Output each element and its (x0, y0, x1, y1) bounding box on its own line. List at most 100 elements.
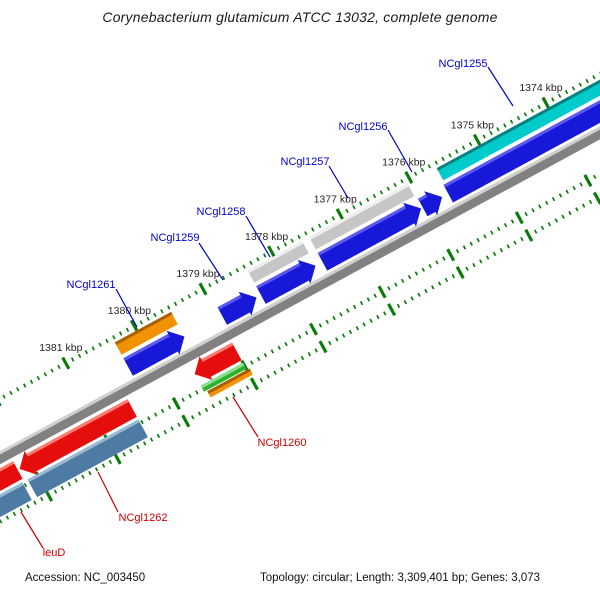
kbp-minor-tick (345, 208, 349, 214)
gene-NCgl1257-band-1 (309, 183, 415, 250)
kbp-minor-tick (284, 341, 288, 347)
kbp-major-tick (171, 397, 181, 410)
kbp-minor-tick (503, 222, 508, 228)
gene-label-NCgl1258: NCgl1258 (197, 206, 246, 218)
kbp-minor-tick (579, 182, 583, 187)
kbp-label-1375: 1375 kbp (451, 119, 494, 131)
kbp-minor-tick (551, 97, 555, 102)
kbp-minor-tick (139, 320, 143, 325)
kbp-minor-tick (496, 127, 500, 132)
kbp-minor-tick (352, 205, 356, 210)
kbp-minor-tick (57, 364, 61, 370)
kbp-minor-tick (417, 292, 421, 297)
kbp-major-tick (335, 208, 345, 222)
kbp-minor-tick (245, 385, 250, 390)
kbp-minor-tick (9, 390, 13, 396)
gene-leader-NCgl1258 (245, 215, 271, 258)
kbp-minor-tick (503, 123, 507, 128)
kbp-minor-tick (427, 164, 432, 169)
kbp-minor-tick (472, 262, 476, 268)
kbp-minor-tick (348, 329, 353, 335)
kbp-label-1379: 1379 kbp (176, 268, 219, 280)
kbp-minor-tick (118, 331, 123, 336)
kbp-minor-tick (187, 294, 191, 299)
kbp-minor-tick (94, 467, 99, 472)
kbp-minor-tick (396, 303, 401, 309)
kbp-minor-tick (420, 167, 425, 173)
genome-summary-text: Topology: circular; Length: 3,309,401 bp… (260, 572, 541, 584)
gene-leader-NCgl1262 (97, 471, 119, 513)
gene-NCgl1260-band-2-edge (207, 368, 251, 394)
gene-leader-NCgl1260 (232, 396, 259, 438)
kbp-minor-tick (5, 515, 10, 520)
kbp-minor-tick (167, 305, 171, 310)
kbp-minor-tick (300, 355, 305, 361)
kbp-minor-tick (403, 300, 408, 305)
kbp-minor-tick (441, 156, 445, 162)
kbp-minor-tick (317, 223, 322, 228)
kbp-minor-tick (469, 241, 473, 246)
kbp-minor-tick (122, 452, 126, 457)
kbp-minor-tick (400, 179, 404, 184)
gene-NCgl1259-band-0-edge (217, 294, 242, 310)
backbone-band-edge (0, 126, 600, 455)
kbp-minor-tick (50, 368, 54, 373)
kbp-minor-tick (413, 171, 418, 176)
kbp-minor-tick (414, 271, 419, 276)
gene-leuD-band-1-edge (0, 482, 24, 498)
kbp-minor-tick (277, 345, 281, 350)
kbp-minor-tick (197, 411, 202, 416)
gene-NCgl1257 (309, 183, 421, 271)
kbp-minor-tick (108, 459, 113, 465)
kbp-minor-tick (0, 519, 3, 524)
kbp-minor-tick (387, 286, 391, 291)
kbp-minor-tick (276, 245, 281, 251)
kbp-minor-tick (88, 470, 92, 476)
kbp-minor-tick (136, 444, 140, 450)
gene-NCgl1258 (247, 241, 316, 304)
kbp-minor-tick (170, 426, 174, 431)
kbp-minor-tick (462, 245, 467, 250)
kbp-minor-tick (483, 234, 487, 239)
gene-NCgl1255-band-0 (443, 100, 600, 203)
kbp-minor-tick (160, 408, 165, 414)
kbp-minor-tick (22, 383, 27, 388)
gene-NCgl1262-band-0-edge (26, 399, 129, 457)
kbp-minor-tick (250, 360, 254, 365)
kbp-minor-tick (435, 260, 439, 265)
kbp-minor-tick (81, 474, 85, 479)
kbp-minor-tick (451, 274, 456, 279)
kbp-label-1380: 1380 kbp (108, 305, 151, 317)
kbp-minor-tick (461, 145, 466, 150)
kbp-minor-tick (188, 393, 192, 399)
kbp-minor-tick (554, 218, 558, 223)
kbp-minor-tick (211, 404, 215, 409)
kbp-minor-tick (373, 293, 377, 298)
kbp-minor-tick (163, 430, 167, 435)
kbp-minor-tick (190, 415, 195, 420)
kbp-minor-tick (74, 478, 78, 483)
kbp-minor-tick (16, 387, 20, 392)
kbp-minor-tick (77, 353, 82, 358)
kbp-minor-tick (499, 248, 504, 253)
gene-NCgl1259-band-0 (217, 291, 257, 325)
kbp-minor-tick (362, 322, 366, 327)
kbp-minor-tick (592, 75, 596, 80)
kbp-minor-tick (509, 119, 514, 124)
kbp-minor-tick (12, 511, 17, 517)
kbp-minor-tick (394, 282, 398, 287)
kbp-minor-tick (339, 312, 343, 317)
kbp-minor-tick (70, 357, 75, 362)
genome-backbone (0, 126, 600, 465)
kbp-minor-tick (293, 359, 298, 364)
kbp-minor-tick (571, 86, 576, 91)
kbp-minor-tick (588, 199, 593, 205)
kbp-minor-tick (359, 300, 364, 306)
kbp-minor-tick (177, 422, 181, 427)
kbp-minor-tick (218, 400, 222, 405)
gene-label-NCgl1255: NCgl1255 (439, 58, 488, 70)
kbp-major-tick (455, 266, 465, 279)
kbp-minor-tick (490, 230, 494, 235)
kbp-minor-tick (232, 392, 236, 398)
kbp-minor-tick (181, 397, 185, 402)
